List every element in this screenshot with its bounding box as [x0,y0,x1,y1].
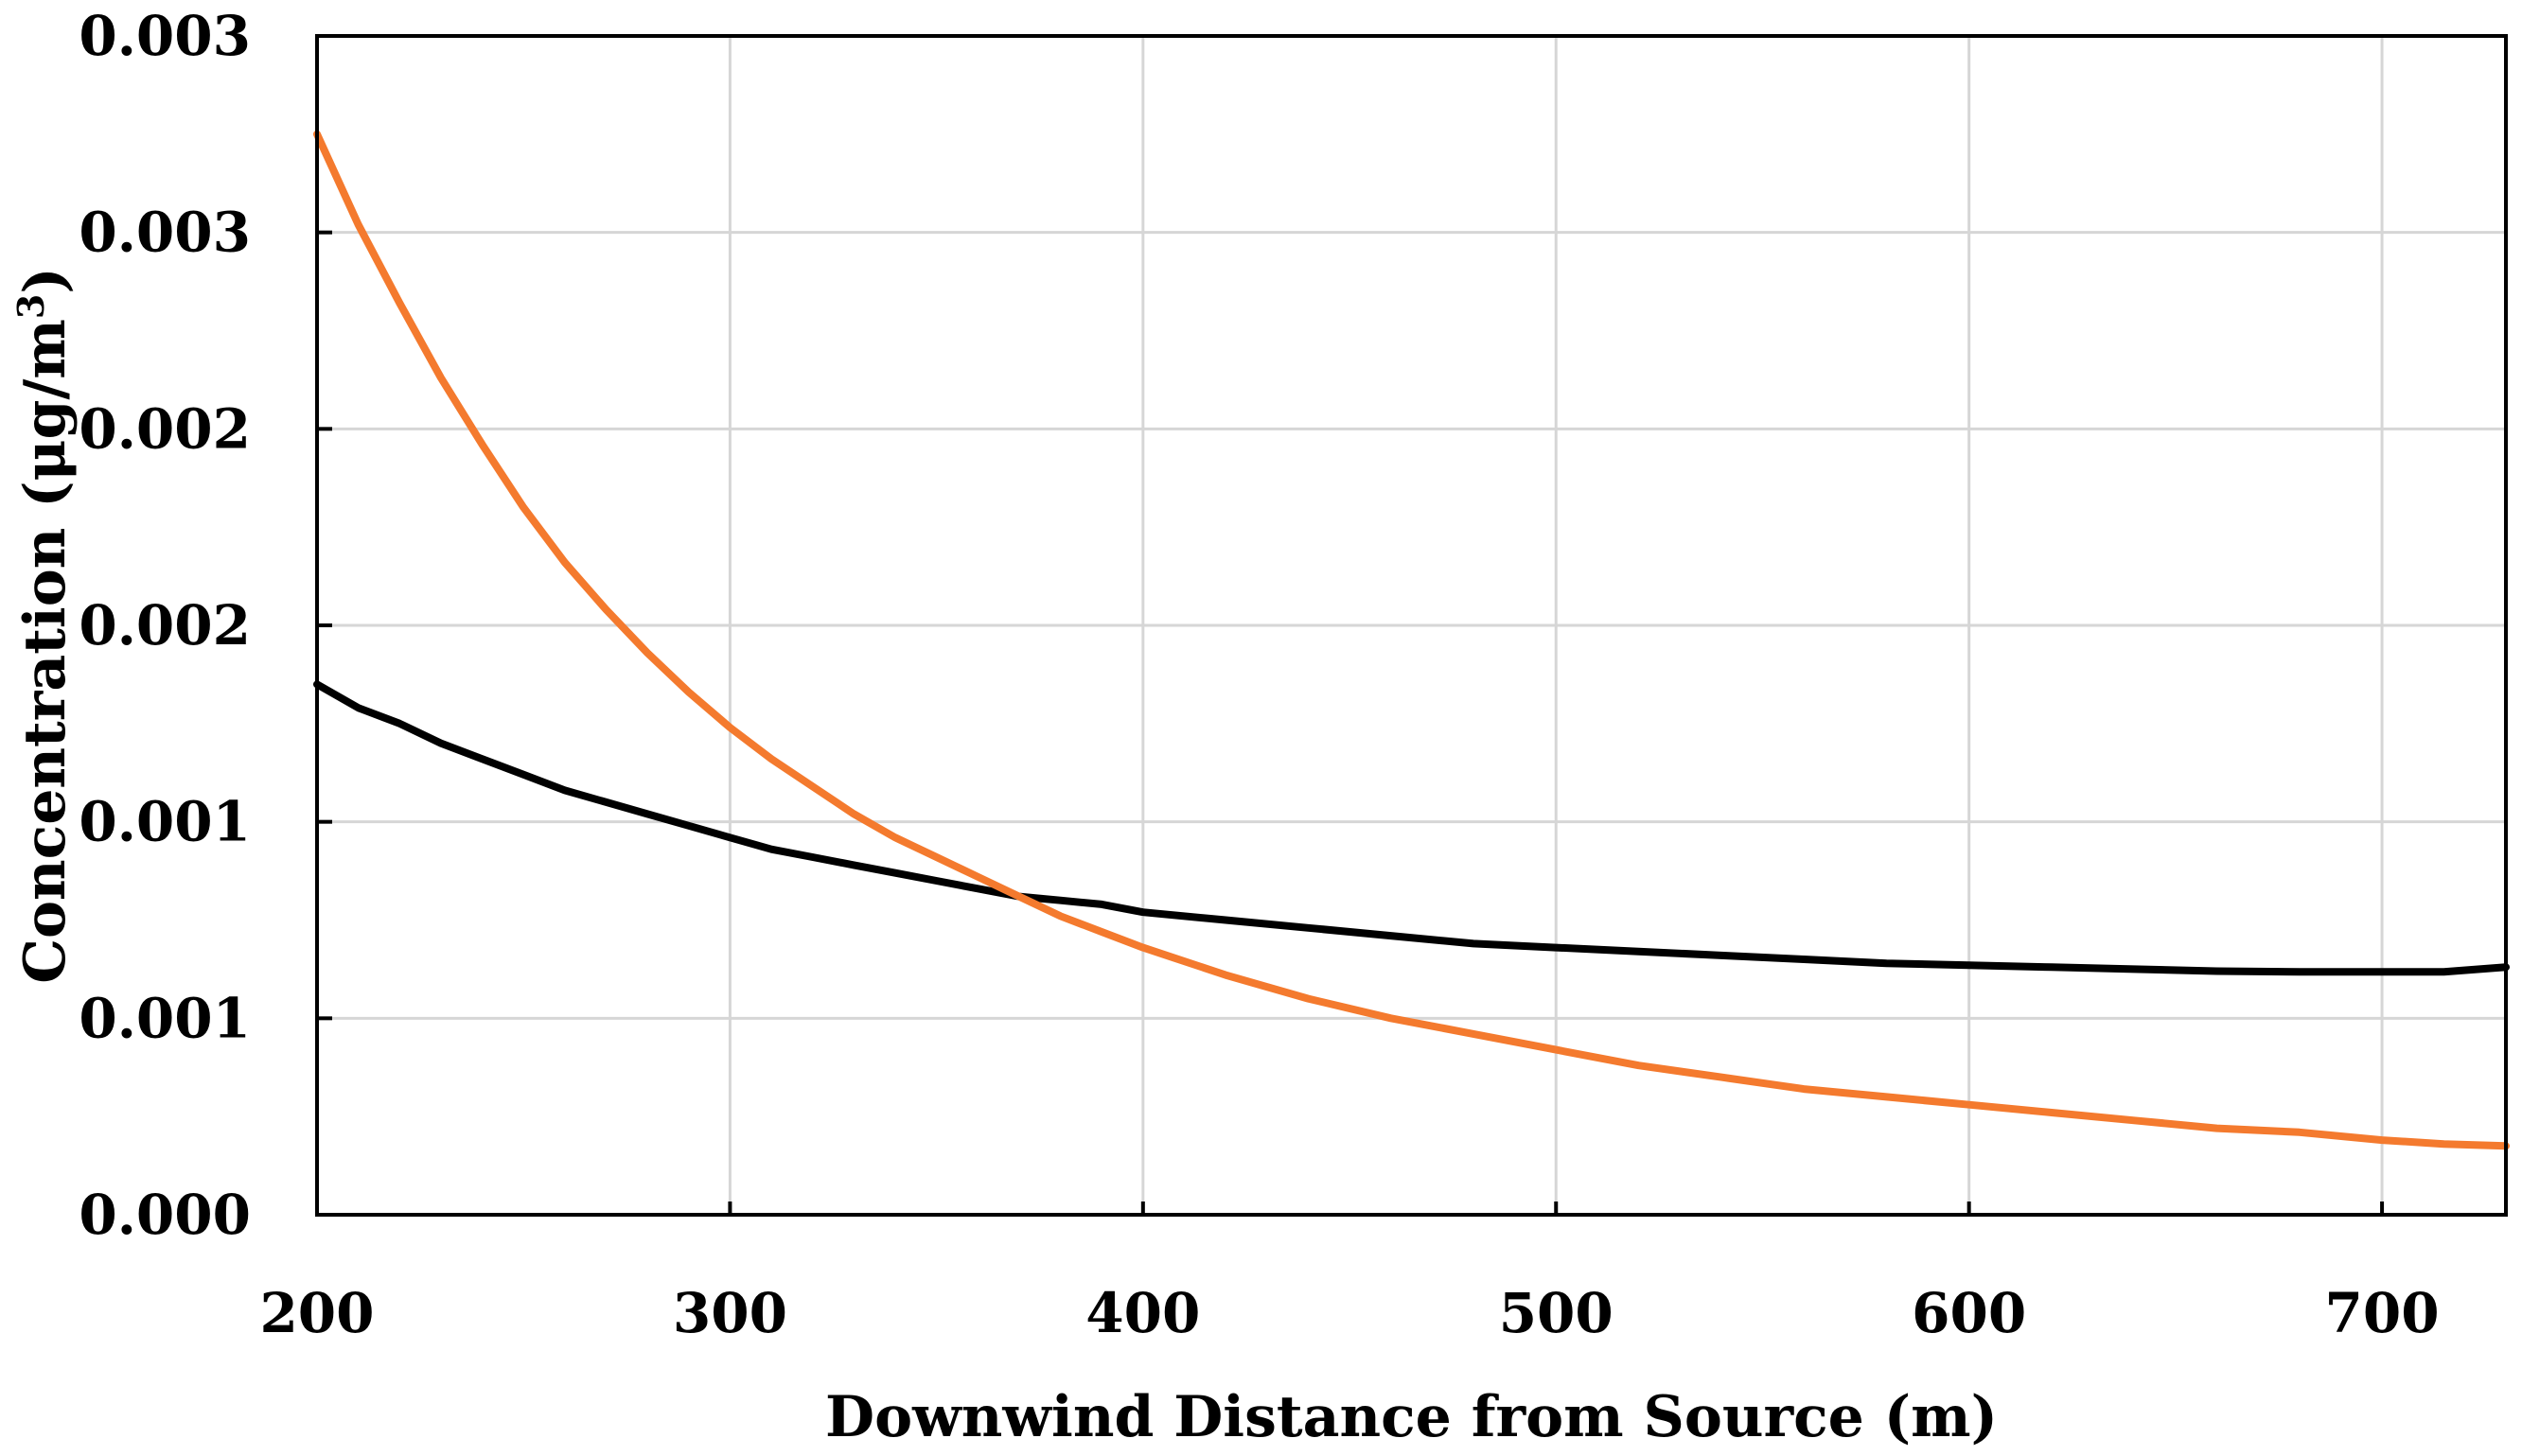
series-layer [313,130,2510,1150]
tick-layer [315,34,2385,1217]
grid-layer [317,36,2506,1215]
y-axis-title-close: ) [12,267,79,293]
x-tick-label: 200 [259,1281,374,1345]
x-axis-title: Downwind Distance from Source (m) [825,1384,1998,1450]
y-tick-label: 0.002 [79,593,251,658]
x-tick-label: 600 [1912,1281,2026,1345]
tick-label-layer: 200 300 400 500 600 700 0.000 0.001 0.001 0.002 0.… [79,4,2439,1345]
y-tick-label: 0.001 [79,986,251,1050]
y-axis-title: Concentration (μg/m3) [9,267,79,983]
y-tick-label: 0.003 [79,4,251,68]
x-tick-label: 700 [2325,1281,2440,1345]
black-series-line [313,680,2510,976]
y-tick-label: 0.002 [79,396,251,461]
x-tick-label: 500 [1499,1281,1614,1345]
y-axis-title-superscript: 3 [9,294,52,319]
x-tick-label: 400 [1085,1281,1200,1345]
x-tick-label: 300 [673,1281,787,1345]
orange-series-line [313,130,2510,1150]
y-axis-title-main: Concentration (μg/m [12,319,79,984]
y-tick-label: 0.000 [79,1183,251,1247]
y-tick-label: 0.003 [79,201,251,265]
y-tick-label: 0.001 [79,790,251,854]
